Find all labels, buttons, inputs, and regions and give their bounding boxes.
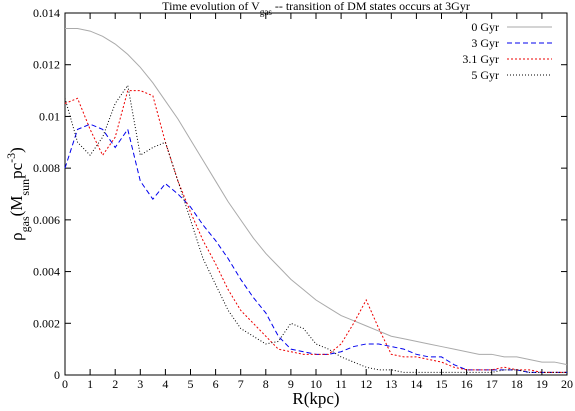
- series-line: [64, 84, 567, 373]
- y-tick-label: 0.014: [33, 6, 60, 20]
- x-tick-label: 7: [238, 377, 244, 391]
- x-tick-label: 19: [536, 377, 548, 391]
- series-line: [64, 90, 567, 373]
- text-part: gas: [260, 7, 272, 17]
- x-tick-label: 13: [385, 377, 397, 391]
- y-tick-label: 0.002: [33, 316, 60, 330]
- y-tick-label: 0.012: [33, 58, 60, 72]
- y-tick-label: 0: [54, 368, 60, 382]
- text-part: (M: [7, 196, 26, 217]
- x-tick-label: 1: [87, 377, 93, 391]
- y-tick-label: 0.004: [33, 265, 60, 279]
- x-tick-label: 14: [410, 377, 422, 391]
- x-tick-label: 4: [162, 377, 168, 391]
- x-tick-label: 5: [188, 377, 194, 391]
- x-tick-label: 0: [62, 377, 68, 391]
- x-tick-label: 10: [310, 377, 322, 391]
- x-tick-label: 12: [360, 377, 372, 391]
- legend-label: 5 Gyr: [471, 68, 499, 82]
- y-tick-label: 0.01: [39, 109, 60, 123]
- x-tick-label: 8: [263, 377, 269, 391]
- chart-title: Time evolution of Vgas -- transition of …: [162, 0, 470, 17]
- x-tick-label: 15: [436, 377, 448, 391]
- y-tick-label: 0.008: [33, 161, 60, 175]
- text-part: ρ: [7, 232, 26, 240]
- y-axis-label: ρgas(Msunpc-3): [4, 147, 32, 241]
- text-part: gas: [18, 216, 32, 232]
- x-tick-label: 18: [511, 377, 523, 391]
- x-tick-label: 6: [213, 377, 219, 391]
- x-tick-label: 16: [461, 377, 473, 391]
- x-tick-label: 17: [486, 377, 498, 391]
- text-part: ): [7, 147, 26, 153]
- x-tick-label: 3: [137, 377, 143, 391]
- legend-label: 3.1 Gyr: [462, 52, 499, 66]
- series-line: [65, 28, 568, 366]
- x-tick-label: 11: [335, 377, 347, 391]
- x-tick-label: 20: [561, 377, 573, 391]
- y-tick-label: 0.006: [33, 213, 60, 227]
- legend-label: 0 Gyr: [471, 20, 499, 34]
- text-part: -- transition of DM states occurs at 3Gy…: [272, 0, 470, 13]
- x-tick-label: 9: [288, 377, 294, 391]
- text-part: -3: [4, 153, 18, 163]
- x-tick-label: 2: [112, 377, 118, 391]
- text-part: Time evolution of V: [162, 0, 260, 13]
- text-part: sun: [18, 179, 32, 196]
- text-part: pc: [7, 162, 26, 179]
- series-line: [64, 123, 567, 373]
- x-axis-label: R(kpc): [292, 389, 339, 408]
- legend-label: 3 Gyr: [471, 36, 499, 50]
- text-part: R(kpc): [292, 389, 339, 408]
